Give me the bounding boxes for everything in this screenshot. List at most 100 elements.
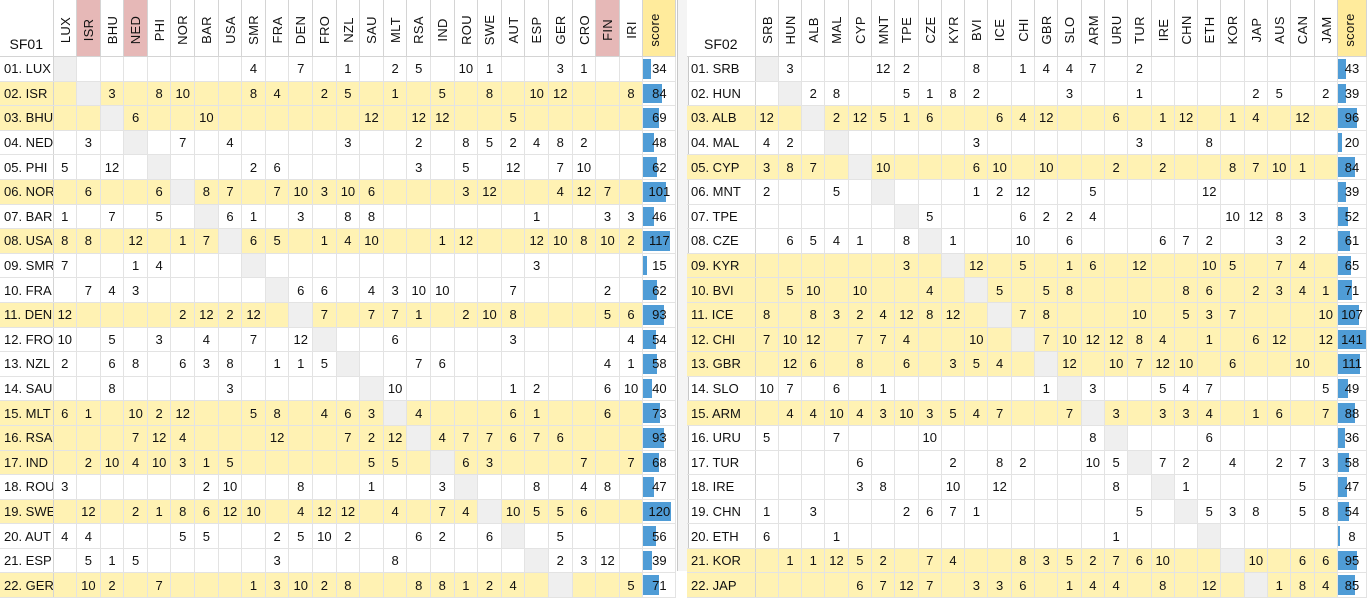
vote-cell[interactable]: 7 [1314,400,1338,426]
vote-cell[interactable] [572,81,597,107]
vote-cell[interactable]: 3 [454,179,479,205]
vote-cell[interactable]: 8 [218,351,243,377]
vote-cell[interactable] [265,56,290,82]
vote-cell[interactable]: 3 [1057,81,1082,107]
vote-cell[interactable]: 6 [1314,548,1338,574]
vote-cell[interactable] [265,327,290,353]
vote-cell[interactable] [572,351,597,377]
vote-cell[interactable] [1197,548,1222,574]
vote-cell[interactable] [501,450,526,476]
vote-cell[interactable]: 6 [848,572,872,598]
vote-cell[interactable] [941,277,966,303]
vote-cell[interactable] [53,179,78,205]
vote-cell[interactable] [824,154,849,180]
vote-cell[interactable]: 6 [430,351,455,377]
vote-cell[interactable] [1267,499,1292,525]
vote-cell[interactable]: 7 [572,450,597,476]
vote-cell[interactable]: 12 [194,302,219,328]
vote-cell[interactable]: 6 [548,425,573,451]
vote-cell[interactable]: 12 [824,548,849,574]
vote-cell[interactable]: 7 [548,154,573,180]
vote-cell[interactable] [1104,56,1129,82]
vote-cell[interactable]: 6 [1057,228,1082,254]
vote-cell[interactable] [1034,130,1059,156]
vote-cell[interactable] [548,253,573,279]
vote-cell[interactable] [123,154,148,180]
column-header-bhu[interactable]: BHU [100,0,125,57]
vote-cell[interactable] [359,253,384,279]
vote-cell[interactable] [987,204,1012,230]
vote-cell[interactable]: 3 [548,56,573,82]
vote-cell[interactable]: 10 [524,81,549,107]
vote-cell[interactable]: 6 [76,179,101,205]
vote-cell[interactable] [1081,105,1105,131]
vote-cell[interactable]: 2 [336,523,361,549]
vote-cell[interactable]: 3 [1151,400,1175,426]
vote-cell[interactable]: 2 [1174,450,1199,476]
column-header-swe[interactable]: SWE [477,0,502,57]
vote-cell[interactable] [987,253,1012,279]
vote-cell[interactable] [987,523,1012,549]
vote-cell[interactable]: 7 [53,253,78,279]
column-header-mal[interactable]: MAL [824,0,849,57]
vote-cell[interactable] [218,327,243,353]
vote-cell[interactable] [824,204,849,230]
self-vote-cell[interactable] [1011,327,1036,353]
vote-cell[interactable] [595,154,620,180]
vote-cell[interactable] [1220,81,1245,107]
self-vote-cell[interactable] [755,56,779,82]
column-header-bar[interactable]: BAR [194,0,219,57]
vote-cell[interactable]: 10 [824,400,849,426]
vote-cell[interactable]: 1 [1244,400,1269,426]
vote-cell[interactable]: 7 [1290,450,1315,476]
vote-cell[interactable] [1174,327,1199,353]
vote-cell[interactable]: 6 [1220,351,1245,377]
vote-cell[interactable]: 1 [76,400,101,426]
score-cell[interactable]: 39 [642,548,677,574]
vote-cell[interactable]: 2 [454,302,479,328]
vote-cell[interactable] [76,327,101,353]
vote-cell[interactable] [1104,81,1129,107]
vote-cell[interactable] [359,154,384,180]
score-cell[interactable]: 93 [642,302,677,328]
vote-cell[interactable]: 6 [1197,425,1222,451]
vote-cell[interactable]: 10 [871,154,896,180]
vote-cell[interactable]: 12 [76,499,101,525]
vote-cell[interactable] [572,277,597,303]
vote-cell[interactable]: 6 [477,523,502,549]
vote-cell[interactable] [1220,277,1245,303]
vote-cell[interactable] [801,253,826,279]
vote-cell[interactable] [76,56,101,82]
vote-cell[interactable] [1267,179,1292,205]
self-vote-cell[interactable] [194,204,219,230]
vote-cell[interactable] [1011,523,1036,549]
vote-cell[interactable] [572,327,597,353]
vote-cell[interactable] [383,105,408,131]
vote-cell[interactable]: 5 [918,204,942,230]
vote-cell[interactable]: 2 [100,572,125,598]
vote-cell[interactable] [1011,154,1036,180]
vote-cell[interactable] [619,548,644,574]
vote-cell[interactable]: 8 [871,474,896,500]
vote-cell[interactable] [1290,130,1315,156]
vote-cell[interactable] [619,56,644,82]
vote-cell[interactable]: 7 [454,425,479,451]
vote-cell[interactable]: 10 [170,81,196,107]
score-cell[interactable]: 47 [642,474,677,500]
score-cell[interactable]: 120 [642,499,677,525]
score-cell[interactable]: 54 [642,327,677,353]
vote-cell[interactable]: 12 [778,351,803,377]
column-header-jap[interactable]: JAP [1244,0,1269,57]
vote-cell[interactable] [548,376,573,402]
vote-cell[interactable] [100,56,125,82]
vote-cell[interactable] [548,327,573,353]
vote-cell[interactable] [383,204,408,230]
vote-cell[interactable] [1057,302,1082,328]
vote-cell[interactable]: 12 [100,154,125,180]
vote-cell[interactable]: 5 [964,351,989,377]
self-vote-cell[interactable] [1057,376,1082,402]
self-vote-cell[interactable] [430,450,455,476]
column-header-slo[interactable]: SLO [1057,0,1082,57]
vote-cell[interactable] [801,179,826,205]
vote-cell[interactable] [1057,425,1082,451]
